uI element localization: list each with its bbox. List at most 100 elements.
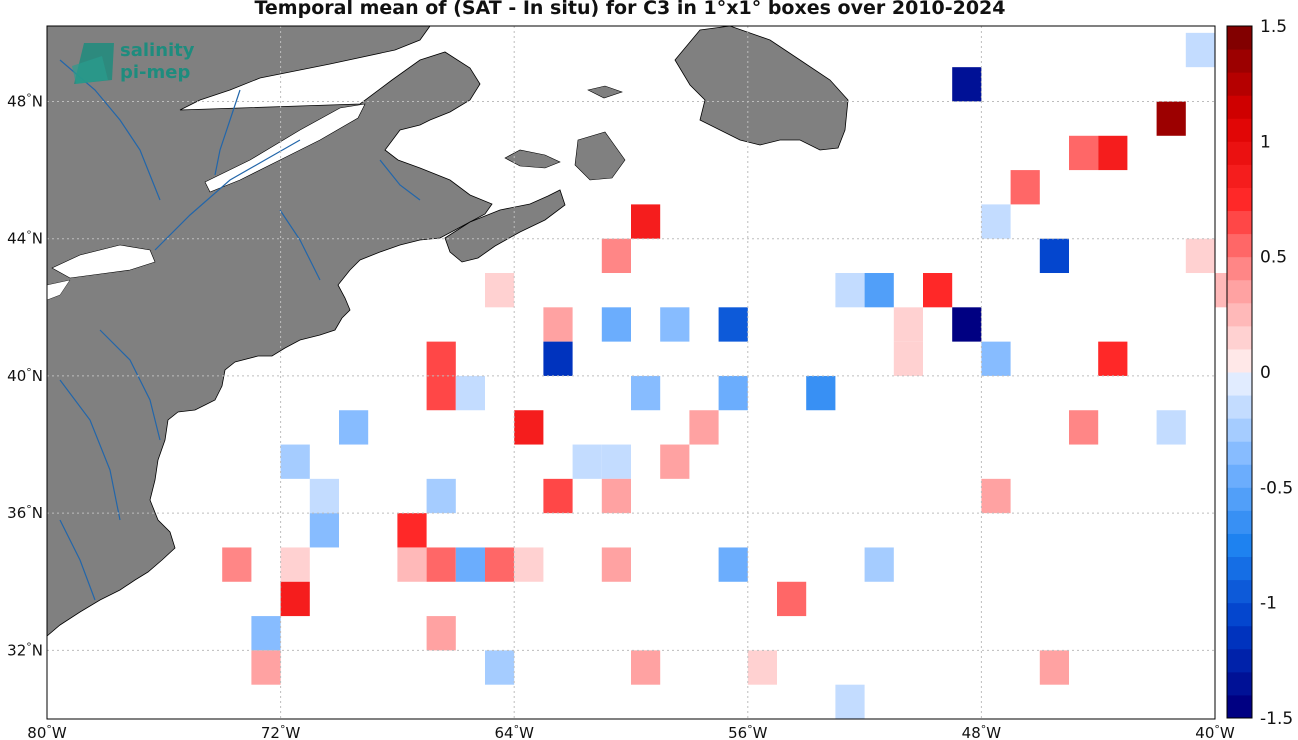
data-cell: [485, 273, 515, 308]
data-cell: [426, 547, 456, 582]
data-cell: [601, 547, 631, 582]
colorbar-segment: [1227, 418, 1252, 442]
data-cell: [601, 478, 631, 514]
north-america-land: [46, 25, 493, 637]
data-cell: [514, 410, 544, 445]
colorbar-segment: [1227, 487, 1252, 511]
colorbar-segment: [1227, 625, 1252, 650]
x-tick-label: 40°W: [1195, 723, 1235, 740]
data-cell: [864, 547, 894, 582]
colorbar-segment: [1227, 72, 1252, 96]
cells-layer: [222, 32, 1245, 719]
data-cell: [426, 375, 456, 411]
colorbar-segment: [1227, 348, 1252, 373]
colorbar-segment: [1227, 118, 1252, 142]
data-cell: [952, 67, 982, 102]
data-cell: [1069, 135, 1099, 171]
data-cell: [835, 273, 865, 308]
data-cell: [1039, 238, 1069, 274]
data-cell: [426, 478, 456, 514]
x-tick-label: 72°W: [261, 723, 301, 740]
data-cell: [426, 616, 456, 651]
data-cell: [689, 410, 719, 445]
colorbar-segment: [1227, 164, 1252, 188]
data-cell: [660, 444, 690, 479]
data-cell: [485, 547, 515, 582]
colorbar-tick-label: 0: [1260, 363, 1271, 383]
data-cell: [1039, 650, 1069, 685]
river-2: [214, 89, 241, 176]
colorbar-segment: [1227, 302, 1252, 327]
colorbar: 1.5 1 0.5 0 -0.5 -1 -1.5: [1226, 17, 1293, 729]
data-cell: [631, 650, 661, 685]
data-cell: [631, 375, 661, 411]
colorbar-segment: [1227, 279, 1252, 304]
data-cell: [718, 547, 748, 582]
data-cell: [280, 444, 310, 479]
river-6: [379, 159, 421, 201]
data-cell: [893, 307, 923, 342]
data-cell: [280, 581, 310, 617]
y-tick-label: 36°N: [7, 503, 43, 522]
data-cell: [426, 341, 456, 376]
data-cell: [1185, 238, 1215, 274]
data-cell: [981, 341, 1011, 376]
logo-shape-2: [72, 56, 108, 84]
river-5: [279, 209, 321, 281]
colorbar-segment: [1227, 648, 1252, 673]
x-tick-label: 64°W: [494, 723, 534, 740]
pei-land: [504, 149, 561, 169]
data-cell: [543, 478, 573, 514]
data-cell: [952, 307, 982, 342]
colorbar-tick-label: -0.5: [1260, 478, 1293, 498]
data-cell: [222, 547, 252, 582]
colorbar-tick-label: -1: [1260, 594, 1277, 614]
colorbar-segment: [1227, 210, 1252, 235]
data-cell: [543, 307, 573, 342]
data-cell: [397, 513, 427, 548]
data-cell: [1156, 101, 1186, 136]
colorbar-segment: [1227, 464, 1252, 488]
y-tick-label: 44°N: [7, 229, 43, 248]
data-cell: [339, 410, 369, 445]
data-cell: [1010, 170, 1040, 205]
y-tick-label: 40°N: [7, 366, 43, 385]
data-cell: [777, 581, 807, 617]
data-cell: [601, 307, 631, 342]
river-7: [59, 519, 96, 601]
colorbar-segment: [1227, 579, 1252, 604]
data-cell: [251, 616, 281, 651]
data-cell: [631, 204, 661, 239]
colorbar-segment: [1227, 95, 1252, 119]
salinity-pi-mep-logo: salinity pi-mep: [72, 40, 195, 84]
st-lawrence-river: [154, 139, 301, 251]
data-cell: [601, 238, 631, 274]
map-frame: [46, 25, 1216, 720]
colorbar-segment: [1227, 187, 1252, 212]
colorbar-segment: [1227, 671, 1252, 696]
anticosti-land: [587, 85, 623, 99]
land-layer: [46, 25, 849, 637]
data-cell: [718, 375, 748, 411]
river-3: [99, 329, 161, 441]
colorbar-frame: [1226, 25, 1253, 719]
colorbar-segment: [1227, 602, 1252, 627]
x-tick-label: 48°W: [962, 723, 1002, 740]
data-cell: [397, 547, 427, 582]
data-cell: [1098, 341, 1128, 376]
colorbar-tick-label: 0.5: [1260, 248, 1287, 268]
data-cell: [1156, 410, 1186, 445]
x-tick-label: 80°W: [27, 723, 67, 740]
data-cell: [923, 273, 953, 308]
logo-line2: pi-mep: [120, 62, 190, 83]
data-cell: [893, 341, 923, 376]
data-cell: [601, 444, 631, 479]
great-lake-water: [51, 244, 156, 279]
data-cell: [1069, 410, 1099, 445]
data-cell: [1185, 32, 1215, 68]
colorbar-tick-label: -1.5: [1260, 709, 1293, 729]
data-cell: [309, 478, 339, 514]
data-cell: [747, 650, 777, 685]
colorbar-segment: [1227, 372, 1252, 396]
